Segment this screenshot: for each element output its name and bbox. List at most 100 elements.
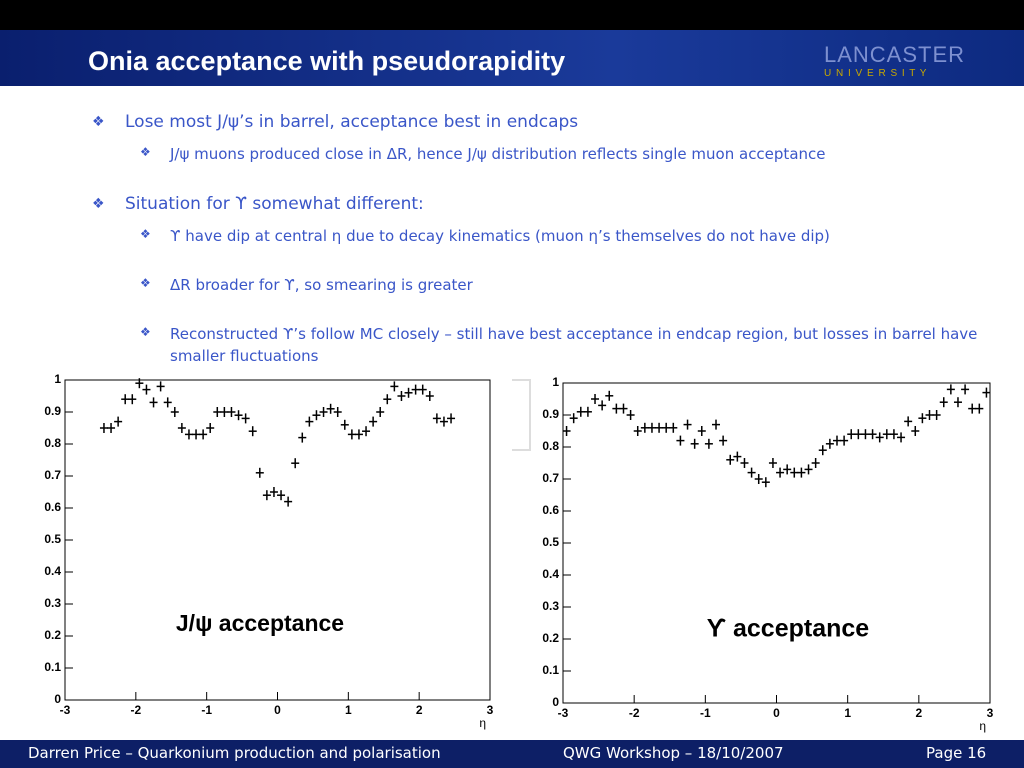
data-point xyxy=(397,391,406,401)
x-tick-label: -1 xyxy=(201,703,212,717)
data-point xyxy=(390,381,399,392)
data-point xyxy=(425,391,434,401)
y-tick-label: 0.4 xyxy=(44,564,61,578)
bullet: Reconstructed ϒ’s follow MC closely – st… xyxy=(170,325,978,365)
x-axis-label: η xyxy=(479,716,486,730)
data-point xyxy=(825,438,834,449)
data-point xyxy=(220,407,229,417)
y-tick-label: 0.8 xyxy=(44,436,61,450)
data-point xyxy=(683,419,692,430)
bullet: ΔR broader for ϒ, so smearing is greater xyxy=(170,276,473,294)
x-tick-label: -2 xyxy=(629,706,640,720)
logo-text: U N I V E R S I T Y xyxy=(824,68,928,79)
data-point xyxy=(868,429,877,440)
data-point xyxy=(832,435,841,446)
y-tick-label: 0 xyxy=(552,695,559,709)
data-point xyxy=(662,422,671,433)
x-tick-label: -1 xyxy=(700,706,711,720)
data-point xyxy=(439,416,448,427)
y-tick-label: 0.1 xyxy=(44,660,61,674)
y-tick-label: 0.4 xyxy=(542,567,559,581)
data-point xyxy=(312,410,321,421)
data-point xyxy=(598,400,607,411)
data-point xyxy=(99,423,108,433)
data-point xyxy=(754,474,763,484)
data-point xyxy=(897,432,906,443)
x-tick-label: 3 xyxy=(487,703,494,717)
x-tick-label: 1 xyxy=(844,706,851,720)
y-tick-label: 0.2 xyxy=(44,628,61,642)
bullet-icon: ❖ xyxy=(140,227,151,241)
data-point xyxy=(847,429,856,440)
data-point xyxy=(107,423,116,433)
data-point xyxy=(982,387,991,398)
data-point xyxy=(319,407,328,417)
data-point xyxy=(135,378,144,389)
y-tick-label: 0.5 xyxy=(542,535,559,549)
data-point xyxy=(875,432,884,443)
data-point xyxy=(768,458,777,468)
data-point xyxy=(939,397,948,408)
data-point xyxy=(569,413,578,424)
y-tick-label: 0.1 xyxy=(542,663,559,677)
data-point xyxy=(326,403,335,414)
data-point xyxy=(404,387,413,398)
footer-center: QWG Workshop – 18/10/2007 xyxy=(563,744,784,762)
data-point xyxy=(213,407,222,417)
data-point xyxy=(818,445,827,456)
data-point xyxy=(262,490,271,501)
bullet: Lose most J/ψ’s in barrel, acceptance be… xyxy=(125,112,579,132)
data-point xyxy=(740,458,749,468)
data-point xyxy=(904,416,913,427)
data-point xyxy=(255,467,264,478)
data-point xyxy=(804,464,813,475)
data-point xyxy=(633,426,642,436)
data-point xyxy=(142,384,151,395)
data-point xyxy=(362,426,371,437)
data-point xyxy=(192,429,201,440)
bullet-icon: ❖ xyxy=(140,325,151,339)
plot-frame xyxy=(64,379,491,701)
footer-left: Darren Price – Quarkonium production and… xyxy=(28,744,441,762)
x-tick-label: 1 xyxy=(345,703,352,717)
data-point xyxy=(719,435,728,446)
data-point xyxy=(269,487,278,497)
bullet-icon: ❖ xyxy=(92,196,105,212)
y-tick-label: 0.2 xyxy=(542,631,559,645)
bullet-icon: ❖ xyxy=(140,276,151,290)
y-tick-label: 1 xyxy=(54,372,61,386)
footer-right: Page 16 xyxy=(926,744,987,762)
charts: 00.10.20.30.40.50.60.70.80.91-3 -2 -1 0 1 2 3η… xyxy=(44,372,993,733)
y-tick-label: 0.7 xyxy=(542,471,559,485)
x-tick-label: -2 xyxy=(130,703,141,717)
data-point xyxy=(128,394,137,405)
data-point xyxy=(447,413,456,424)
data-point xyxy=(726,454,735,465)
data-point xyxy=(925,410,934,420)
y-tick-label: 0.5 xyxy=(44,532,61,546)
data-point xyxy=(761,477,770,488)
data-point xyxy=(291,458,300,469)
data-point xyxy=(583,406,592,417)
data-point xyxy=(968,403,977,414)
data-point xyxy=(619,403,628,414)
data-point xyxy=(121,394,130,405)
data-point xyxy=(697,426,706,436)
data-point xyxy=(156,381,165,392)
data-point xyxy=(206,423,215,433)
y-tick-label: 0.8 xyxy=(542,439,559,453)
data-point xyxy=(199,429,208,440)
data-point xyxy=(811,458,820,468)
data-point xyxy=(655,422,664,433)
data-point xyxy=(227,407,236,417)
bullet-icon: ❖ xyxy=(140,145,151,159)
data-point xyxy=(854,429,863,440)
data-point xyxy=(776,467,785,478)
data-point xyxy=(114,416,123,427)
x-tick-label: -3 xyxy=(558,706,569,720)
data-point xyxy=(277,490,286,501)
bracket xyxy=(512,379,531,451)
data-point xyxy=(861,429,870,440)
data-point xyxy=(797,467,806,478)
data-point xyxy=(733,451,742,462)
